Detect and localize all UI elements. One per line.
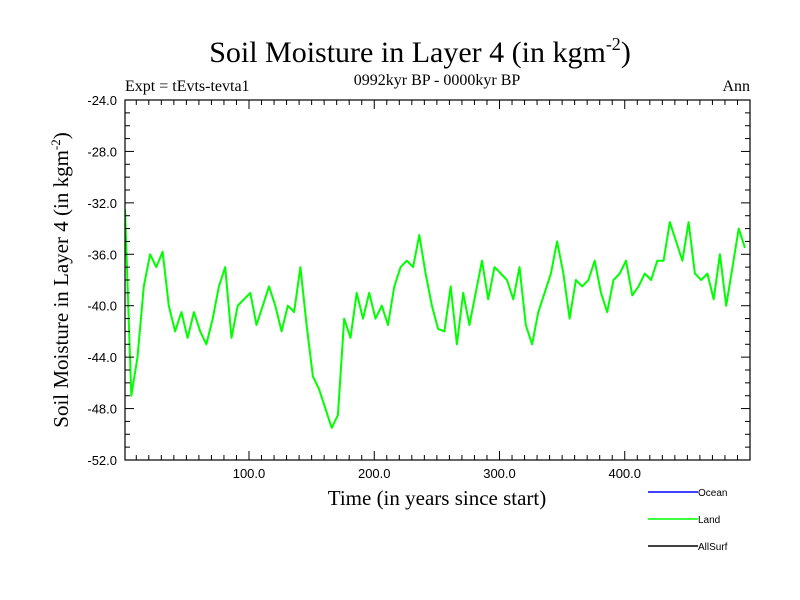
chart-title-superscript: -2 bbox=[606, 34, 621, 54]
chart-title-suffix: ) bbox=[621, 36, 631, 69]
chart-subtitle: 0992kyr BP - 0000kyr BP bbox=[354, 72, 521, 89]
legend: Ocean Land AllSurf bbox=[648, 488, 728, 553]
y-axis-label-main: Soil Moisture in Layer 4 (in kgm bbox=[49, 150, 73, 428]
plot-frame bbox=[124, 99, 751, 461]
season-label: Ann bbox=[722, 78, 750, 95]
legend-label-ocean: Ocean bbox=[698, 488, 727, 499]
x-tick-label: 400.0 bbox=[608, 466, 641, 481]
y-tick-label: -24.0 bbox=[87, 93, 117, 108]
legend-label-land: Land bbox=[698, 515, 720, 526]
x-axis-label: Time (in years since start) bbox=[328, 486, 547, 510]
y-axis-label: Soil Moisture in Layer 4 (in kgm-2) bbox=[48, 132, 73, 427]
y-tick-label: -48.0 bbox=[87, 402, 117, 417]
y-tick-label: -44.0 bbox=[87, 350, 117, 365]
tick-layer: 100.0 200.0 300.0 400.0 -24.0 -28.0 -32.0 -36.0… bbox=[87, 93, 750, 481]
series-line-land bbox=[125, 209, 746, 429]
y-axis-label-superscript: -2 bbox=[48, 139, 63, 150]
y-tick-label: -52.0 bbox=[87, 453, 117, 468]
x-tick-label: 100.0 bbox=[233, 466, 266, 481]
series-layer bbox=[125, 209, 746, 429]
chart-title: Soil Moisture in Layer 4 (in kgm-2) bbox=[209, 34, 631, 69]
chart-title-main: Soil Moisture in Layer 4 (in kgm bbox=[209, 36, 606, 69]
y-tick-label: -40.0 bbox=[87, 299, 117, 314]
x-tick-label: 200.0 bbox=[358, 466, 391, 481]
y-tick-label: -32.0 bbox=[87, 196, 117, 211]
experiment-label: Expt = tEvts-tevta1 bbox=[125, 78, 250, 95]
y-tick-label: -28.0 bbox=[87, 144, 117, 159]
x-tick-label: 300.0 bbox=[483, 466, 516, 481]
legend-label-allsurf: AllSurf bbox=[698, 542, 728, 553]
y-tick-label: -36.0 bbox=[87, 247, 117, 262]
y-axis-label-suffix: ) bbox=[49, 132, 73, 139]
